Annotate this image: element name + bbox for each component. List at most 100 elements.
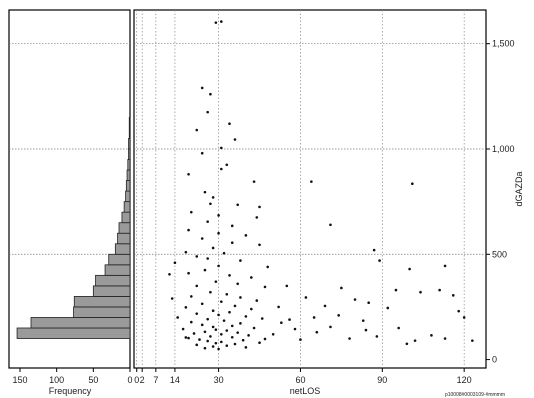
scatter-point xyxy=(375,335,379,338)
scatter-point xyxy=(217,231,220,235)
scatter-point xyxy=(200,302,204,306)
histogram-bar xyxy=(128,117,131,129)
histogram-bars xyxy=(16,117,131,339)
scatter-point xyxy=(217,264,220,268)
footnote-text: p10008#0003109-#mmmm xyxy=(445,392,505,398)
histogram-gridlines xyxy=(9,43,130,255)
scatter-point xyxy=(471,339,474,342)
histogram-bar xyxy=(108,253,131,266)
scatter-point xyxy=(198,338,201,341)
scatter-point xyxy=(413,339,417,342)
scatter-point xyxy=(340,286,343,290)
scatter-reference-lines xyxy=(136,10,465,368)
scatter-point xyxy=(206,257,209,260)
scatter-point xyxy=(206,110,209,114)
scatter-point xyxy=(329,325,332,329)
histogram-bar xyxy=(128,148,131,160)
scatter-point xyxy=(233,342,237,346)
scatter-point xyxy=(214,280,218,283)
histogram-bar xyxy=(73,295,131,308)
scatter-point xyxy=(266,265,270,269)
scatter-point xyxy=(230,224,234,228)
histogram-bar xyxy=(95,274,131,287)
scatter-point xyxy=(203,346,207,350)
histogram-bar xyxy=(30,317,131,329)
scatter-point xyxy=(225,163,229,167)
scatter-point xyxy=(411,182,414,186)
histogram-x-ticks: 150 100 50 0 xyxy=(12,368,133,385)
scatter-point xyxy=(244,315,248,318)
scatter-point xyxy=(200,151,204,155)
scatter-point xyxy=(217,214,220,217)
scatter-point xyxy=(348,337,351,340)
scatter-point xyxy=(225,292,229,296)
scatter-point xyxy=(220,300,223,303)
scatter-point xyxy=(457,309,461,313)
scatter-point xyxy=(239,296,242,299)
histogram-bar xyxy=(92,285,131,297)
scatter-point xyxy=(176,316,179,319)
scatter-point xyxy=(255,299,259,302)
scatter-point xyxy=(195,128,199,132)
histogram-bar xyxy=(73,306,131,318)
scatter-x-tick-label: 30 xyxy=(214,375,224,385)
scatter-point xyxy=(190,295,193,298)
scatter-point xyxy=(239,259,242,262)
scatter-point xyxy=(217,313,220,317)
scatter-point xyxy=(203,268,207,272)
scatter-point xyxy=(241,338,245,342)
histogram-bar xyxy=(125,190,131,203)
scatter-point xyxy=(211,345,215,348)
scatter-point xyxy=(462,316,466,319)
scatter-point xyxy=(288,318,291,321)
scatter-y-tick-label: 0 xyxy=(492,355,497,365)
scatter-x-tick-label: 60 xyxy=(295,375,305,385)
scatter-point xyxy=(206,317,209,321)
scatter-point xyxy=(220,146,223,150)
scatter-point xyxy=(252,180,256,183)
scatter-point xyxy=(378,259,381,262)
scatter-point xyxy=(222,319,226,322)
scatter-point xyxy=(187,271,190,275)
scatter-y-tick-label: 500 xyxy=(492,249,507,259)
scatter-point xyxy=(200,323,204,327)
scatter-point xyxy=(220,340,223,344)
scatter-point xyxy=(203,190,207,194)
scatter-point xyxy=(209,202,212,206)
scatter-point xyxy=(209,92,212,96)
histogram-bar xyxy=(125,180,131,192)
scatter-x-tick-label: 14 xyxy=(170,375,180,385)
scatter-point xyxy=(230,241,234,244)
scatter-point xyxy=(419,290,422,294)
scatter-point xyxy=(310,180,313,183)
scatter-point xyxy=(337,314,340,317)
scatter-point xyxy=(372,248,376,252)
scatter-point xyxy=(408,267,411,271)
scatter-point xyxy=(220,167,223,171)
scatter-point xyxy=(397,326,400,330)
histogram-x-tick-label: 0 xyxy=(127,375,132,385)
histogram-x-axis-title: Frequency xyxy=(49,386,92,396)
scatter-point xyxy=(304,296,308,299)
histogram-x-tick-label: 100 xyxy=(49,375,64,385)
histogram-x-tick-label: 150 xyxy=(12,375,27,385)
scatter-point xyxy=(195,255,199,258)
scatter-point xyxy=(277,305,280,309)
scatter-point xyxy=(443,337,447,340)
histogram-bar xyxy=(126,169,131,181)
scatter-point xyxy=(187,228,190,232)
scatter-point xyxy=(451,294,455,297)
histogram-bar xyxy=(117,232,131,245)
scatter-point xyxy=(214,328,218,331)
scatter-point xyxy=(214,341,218,345)
scatter-point xyxy=(244,234,248,237)
scatter-point xyxy=(195,343,199,347)
scatter-point xyxy=(258,243,261,247)
scatter-point xyxy=(173,261,177,265)
scatter-gridlines xyxy=(134,43,486,255)
scatter-point xyxy=(247,334,250,337)
scatter-y-tick-label: 1,000 xyxy=(492,144,515,154)
scatter-point xyxy=(206,339,209,343)
